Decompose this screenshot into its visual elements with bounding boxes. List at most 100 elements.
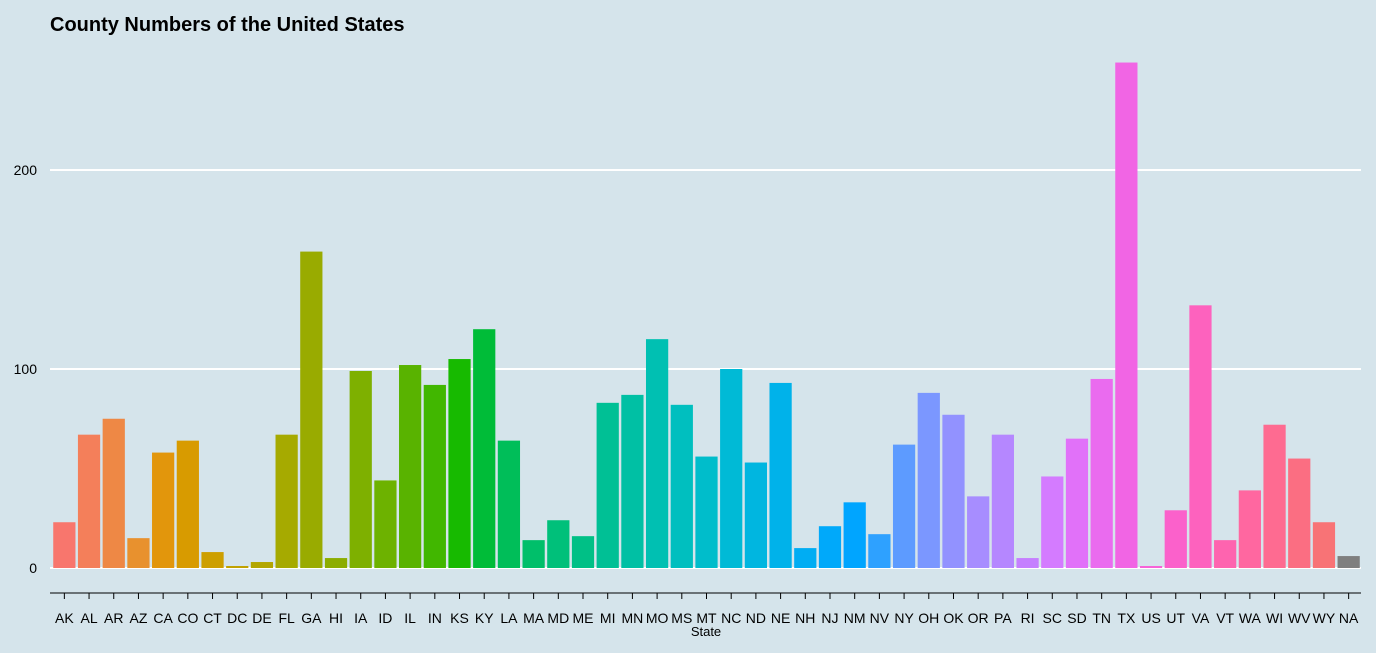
x-tick-label: IL [404, 610, 416, 626]
bar-vt [1214, 540, 1236, 568]
x-tick-label: FL [278, 610, 295, 626]
x-axis: AK AL AR AZ CA CO CT DC DE FL GA HI IA ID IL IN KS KY LA MA… [50, 593, 1361, 626]
bar-nd [745, 463, 767, 568]
bar-tn [1091, 379, 1113, 568]
x-tick-label: MI [600, 610, 616, 626]
bar-nh [794, 548, 816, 568]
x-tick-label: KS [450, 610, 469, 626]
x-tick-label: NA [1339, 610, 1359, 626]
bar-or [967, 496, 989, 568]
bar-fl [276, 435, 298, 568]
x-tick-label: ME [573, 610, 594, 626]
bar-id [374, 480, 396, 568]
x-tick-label: WA [1239, 610, 1262, 626]
bar-ny [893, 445, 915, 568]
bar-ut [1165, 510, 1187, 568]
x-tick-label: OH [918, 610, 939, 626]
x-tick-label: TX [1117, 610, 1136, 626]
x-tick-label: DE [252, 610, 271, 626]
bar-md [547, 520, 569, 568]
x-tick-label: MN [622, 610, 644, 626]
x-tick-label: US [1141, 610, 1160, 626]
bar-ks [448, 359, 470, 568]
x-tick-label: AK [55, 610, 74, 626]
x-tick-label: ID [378, 610, 392, 626]
bar-mo [646, 339, 668, 568]
x-tick-label: SC [1043, 610, 1062, 626]
bar-me [572, 536, 594, 568]
bar-il [399, 365, 421, 568]
bar-ms [671, 405, 693, 568]
x-tick-label: CA [153, 610, 173, 626]
x-tick-label: VA [1192, 610, 1210, 626]
bar-mi [597, 403, 619, 568]
bar-ok [942, 415, 964, 568]
x-tick-label: PA [994, 610, 1012, 626]
x-tick-label: WY [1313, 610, 1336, 626]
x-tick-label: NM [844, 610, 866, 626]
x-tick-label: IA [354, 610, 368, 626]
x-tick-label: NE [771, 610, 790, 626]
x-tick-label: LA [500, 610, 518, 626]
x-tick-label: WI [1266, 610, 1283, 626]
bar-sc [1041, 476, 1063, 568]
x-tick-label: AL [80, 610, 97, 626]
x-tick-label: OK [943, 610, 964, 626]
bar-in [424, 385, 446, 568]
x-tick-label: MA [523, 610, 545, 626]
bar-us [1140, 566, 1162, 568]
x-tick-label: IN [428, 610, 442, 626]
y-tick-label: 200 [14, 162, 38, 178]
bar-tx [1115, 63, 1137, 568]
x-tick-label: HI [329, 610, 343, 626]
bar-ia [350, 371, 372, 568]
bar-hi [325, 558, 347, 568]
y-axis: 0 100 200 [14, 162, 38, 576]
bar-na [1338, 556, 1360, 568]
x-tick-label: VT [1216, 610, 1234, 626]
bar-dc [226, 566, 248, 568]
x-tick-label: RI [1021, 610, 1035, 626]
bar-nv [868, 534, 890, 568]
x-tick-label: DC [227, 610, 247, 626]
bar-wi [1263, 425, 1285, 568]
y-tick-label: 0 [29, 560, 37, 576]
x-tick-label: NV [870, 610, 890, 626]
bar-ga [300, 252, 322, 568]
x-tick-label: CT [203, 610, 222, 626]
bar-la [498, 441, 520, 568]
x-axis-title: State [691, 624, 721, 639]
bar-pa [992, 435, 1014, 568]
bar-mn [621, 395, 643, 568]
x-tick-label: NY [894, 610, 914, 626]
bar-va [1189, 305, 1211, 568]
x-tick-label: AR [104, 610, 123, 626]
x-tick-label: MO [646, 610, 669, 626]
x-tick-label: AZ [129, 610, 147, 626]
bar-de [251, 562, 273, 568]
bar-mt [695, 457, 717, 568]
bar-nc [720, 369, 742, 568]
bar-wv [1288, 459, 1310, 568]
bar-az [127, 538, 149, 568]
x-tick-label: ND [746, 610, 766, 626]
x-tick-label: WV [1288, 610, 1311, 626]
bar-ca [152, 453, 174, 568]
x-tick-label: KY [475, 610, 494, 626]
x-tick-label: TN [1092, 610, 1111, 626]
x-tick-label: OR [968, 610, 989, 626]
x-tick-label: MS [671, 610, 692, 626]
bar-ct [201, 552, 223, 568]
bar-ak [53, 522, 75, 568]
bar-nm [844, 502, 866, 568]
bar-ar [103, 419, 125, 568]
x-tick-label: NC [721, 610, 741, 626]
x-tick-label: NJ [821, 610, 838, 626]
x-tick-label: NH [795, 610, 815, 626]
y-tick-label: 100 [14, 361, 38, 377]
bar-wy [1313, 522, 1335, 568]
x-tick-label: UT [1166, 610, 1185, 626]
bar-al [78, 435, 100, 568]
bar-ma [522, 540, 544, 568]
